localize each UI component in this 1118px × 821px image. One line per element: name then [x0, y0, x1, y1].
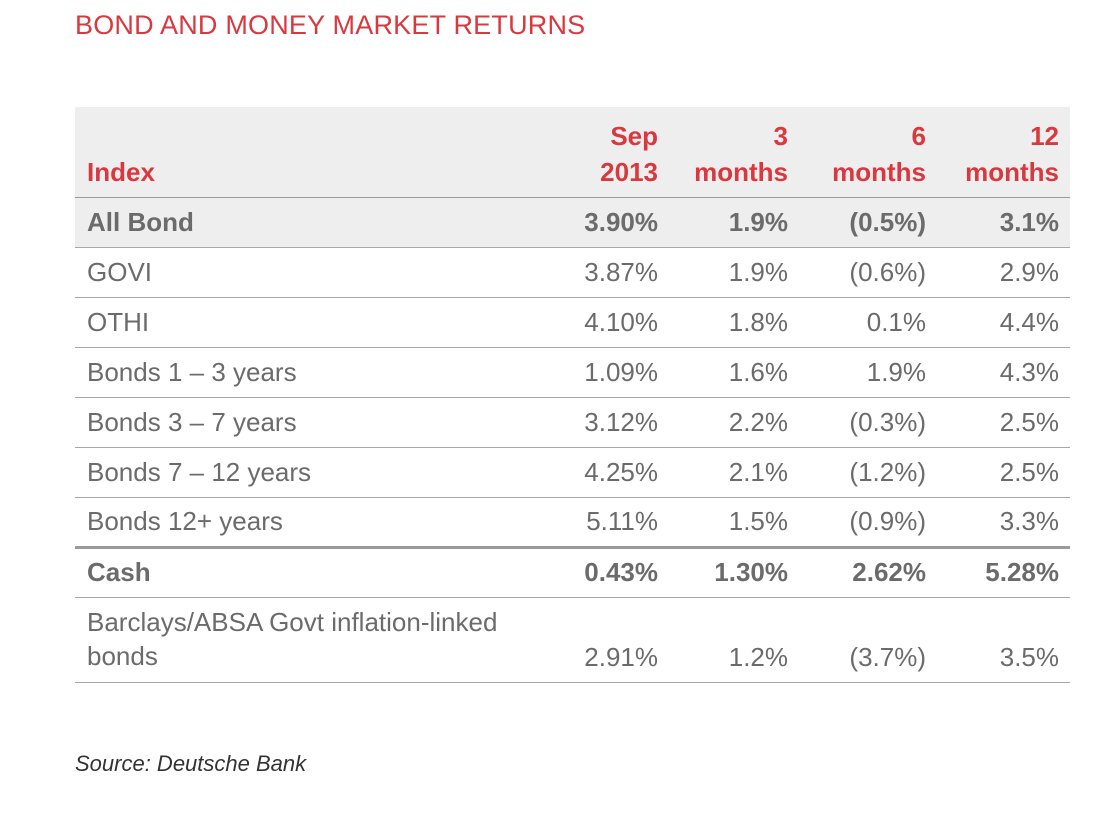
returns-table: Index Sep 2013 3 months 6 months 12 months A… — [75, 107, 1070, 683]
table-row: Bonds 12+ years 5.11% 1.5% (0.9%) 3.3% — [75, 497, 1070, 548]
row-sep-2013: 0.43% — [555, 545, 669, 598]
row-3-months: 1.6% — [669, 347, 799, 398]
row-sep-2013: 3.87% — [555, 247, 669, 298]
row-3-months: 1.9% — [669, 197, 799, 248]
table-row: Bonds 7 – 12 years 4.25% 2.1% (1.2%) 2.5… — [75, 447, 1070, 498]
row-3-months: 1.30% — [669, 545, 799, 598]
row-12-months: 3.1% — [937, 197, 1070, 248]
table-header-row: Index Sep 2013 3 months 6 months 12 months — [75, 107, 1070, 198]
row-sep-2013: 4.10% — [555, 297, 669, 348]
table-row: All Bond 3.90% 1.9% (0.5%) 3.1% — [75, 197, 1070, 248]
row-index: Bonds 1 – 3 years — [75, 347, 555, 398]
row-12-months: 2.5% — [937, 397, 1070, 448]
row-sep-2013: 3.90% — [555, 197, 669, 248]
row-6-months: (1.2%) — [799, 447, 937, 498]
table-row: Cash 0.43% 1.30% 2.62% 5.28% — [75, 545, 1070, 598]
header-sep-2013: Sep 2013 — [555, 107, 669, 198]
row-index: Bonds 12+ years — [75, 497, 555, 548]
header-12-months: 12 months — [937, 107, 1070, 198]
row-3-months: 1.5% — [669, 497, 799, 548]
source-note: Source: Deutsche Bank — [75, 751, 307, 776]
row-3-months: 1.8% — [669, 297, 799, 348]
row-6-months: 2.62% — [799, 545, 937, 598]
row-12-months: 5.28% — [937, 545, 1070, 598]
row-index: All Bond — [75, 197, 555, 248]
row-index: OTHI — [75, 297, 555, 348]
row-6-months: (0.5%) — [799, 197, 937, 248]
row-6-months: (0.9%) — [799, 497, 937, 548]
page-title: BOND AND MONEY MARKET RETURNS — [75, 10, 586, 40]
row-12-months: 2.9% — [937, 247, 1070, 298]
table-row: Barclays/ABSA Govt inflation-linked bond… — [75, 597, 1070, 683]
row-12-months: 4.4% — [937, 297, 1070, 348]
row-12-months: 3.5% — [937, 597, 1070, 683]
row-index: Cash — [75, 545, 555, 598]
row-index: GOVI — [75, 247, 555, 298]
row-3-months: 1.2% — [669, 597, 799, 683]
row-index: Bonds 7 – 12 years — [75, 447, 555, 498]
row-6-months: (0.6%) — [799, 247, 937, 298]
row-index: Barclays/ABSA Govt inflation-linked bond… — [75, 597, 555, 683]
row-sep-2013: 4.25% — [555, 447, 669, 498]
table-row: GOVI 3.87% 1.9% (0.6%) 2.9% — [75, 247, 1070, 298]
row-12-months: 3.3% — [937, 497, 1070, 548]
row-6-months: 1.9% — [799, 347, 937, 398]
row-sep-2013: 2.91% — [555, 597, 669, 683]
row-12-months: 4.3% — [937, 347, 1070, 398]
header-6-months: 6 months — [799, 107, 937, 198]
row-3-months: 2.2% — [669, 397, 799, 448]
row-sep-2013: 5.11% — [555, 497, 669, 548]
row-6-months: (3.7%) — [799, 597, 937, 683]
table-row: OTHI 4.10% 1.8% 0.1% 4.4% — [75, 297, 1070, 348]
header-index: Index — [75, 107, 555, 198]
table-row: Bonds 3 – 7 years 3.12% 2.2% (0.3%) 2.5% — [75, 397, 1070, 448]
row-index: Bonds 3 – 7 years — [75, 397, 555, 448]
header-3-months: 3 months — [669, 107, 799, 198]
row-3-months: 2.1% — [669, 447, 799, 498]
row-sep-2013: 1.09% — [555, 347, 669, 398]
table-row: Bonds 1 – 3 years 1.09% 1.6% 1.9% 4.3% — [75, 347, 1070, 398]
row-12-months: 2.5% — [937, 447, 1070, 498]
row-3-months: 1.9% — [669, 247, 799, 298]
row-sep-2013: 3.12% — [555, 397, 669, 448]
row-6-months: 0.1% — [799, 297, 937, 348]
row-6-months: (0.3%) — [799, 397, 937, 448]
